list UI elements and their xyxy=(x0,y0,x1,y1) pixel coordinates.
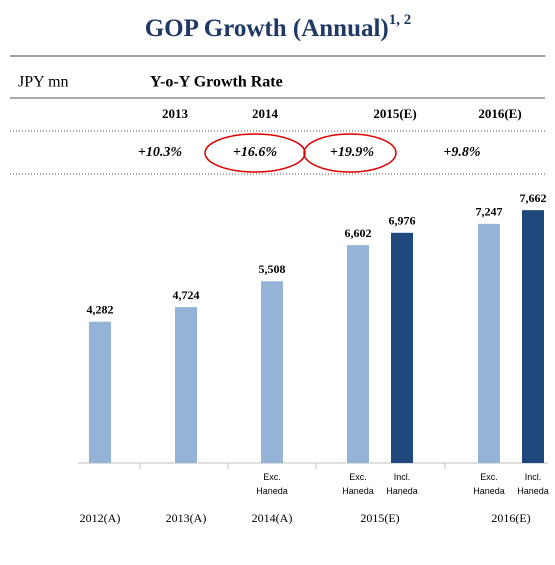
value-label: 5,508 xyxy=(259,262,286,276)
bar-sublabel-line: Exc. xyxy=(263,472,281,482)
bar-sublabel: Exc. Haneda xyxy=(256,472,288,496)
bar xyxy=(522,210,544,463)
value-label: 4,282 xyxy=(87,302,114,316)
bar-sublabel-line: Incl. xyxy=(394,472,411,482)
bar-sublabel: Incl. Haneda xyxy=(386,472,418,496)
value-label: 7,247 xyxy=(476,205,503,219)
x-tick-label: 2013(A) xyxy=(166,511,207,525)
unit-label: JPY mn xyxy=(18,74,69,91)
value-label: 7,662 xyxy=(520,191,547,205)
title-text: GOP Growth (Annual) xyxy=(145,15,389,42)
growth-year: 2013 xyxy=(162,106,189,121)
growth-heading: Y-o-Y Growth Rate xyxy=(150,74,283,91)
x-tick-label: 2012(A) xyxy=(80,511,121,525)
growth-year: 2015(E) xyxy=(373,106,416,121)
x-tick-label: 2015(E) xyxy=(360,511,399,525)
bar-sublabel-line: Haneda xyxy=(256,486,288,496)
bar-sublabel-line: Haneda xyxy=(386,486,418,496)
bar-sublabel-line: Haneda xyxy=(473,486,505,496)
value-label: 4,724 xyxy=(173,288,200,302)
x-tick-label: 2014(A) xyxy=(252,511,293,525)
growth-rate: +9.8% xyxy=(443,145,480,160)
bar-sublabel: Exc. Haneda xyxy=(342,472,374,496)
bar-sublabel-line: Haneda xyxy=(342,486,374,496)
bar-sublabel-line: Exc. xyxy=(480,472,498,482)
growth-rate: +19.9% xyxy=(330,145,374,160)
title-note: 1, 2 xyxy=(389,12,412,28)
bar-sublabel-line: Exc. xyxy=(349,472,367,482)
chart-title: GOP Growth (Annual)1, 2 xyxy=(145,12,412,41)
growth-year: 2014 xyxy=(252,106,279,121)
growth-rate: +10.3% xyxy=(138,145,182,160)
bar xyxy=(89,321,111,463)
growth-year: 2016(E) xyxy=(478,106,521,121)
bar-sublabel: Incl. Haneda xyxy=(517,472,549,496)
bar xyxy=(391,232,413,463)
bar xyxy=(175,307,197,463)
bar xyxy=(478,223,500,463)
bar xyxy=(261,281,283,463)
highlight-circle xyxy=(204,133,306,173)
bar-sublabel-line: Haneda xyxy=(517,486,549,496)
value-label: 6,976 xyxy=(389,214,416,228)
growth-rate: +16.6% xyxy=(233,145,277,160)
x-tick-label: 2016(E) xyxy=(491,511,530,525)
bar-sublabel: Exc. Haneda xyxy=(473,472,505,496)
bar-sublabel-line: Incl. xyxy=(525,472,542,482)
bar xyxy=(347,245,369,463)
value-label: 6,602 xyxy=(345,226,372,240)
highlight-circle xyxy=(303,133,397,173)
